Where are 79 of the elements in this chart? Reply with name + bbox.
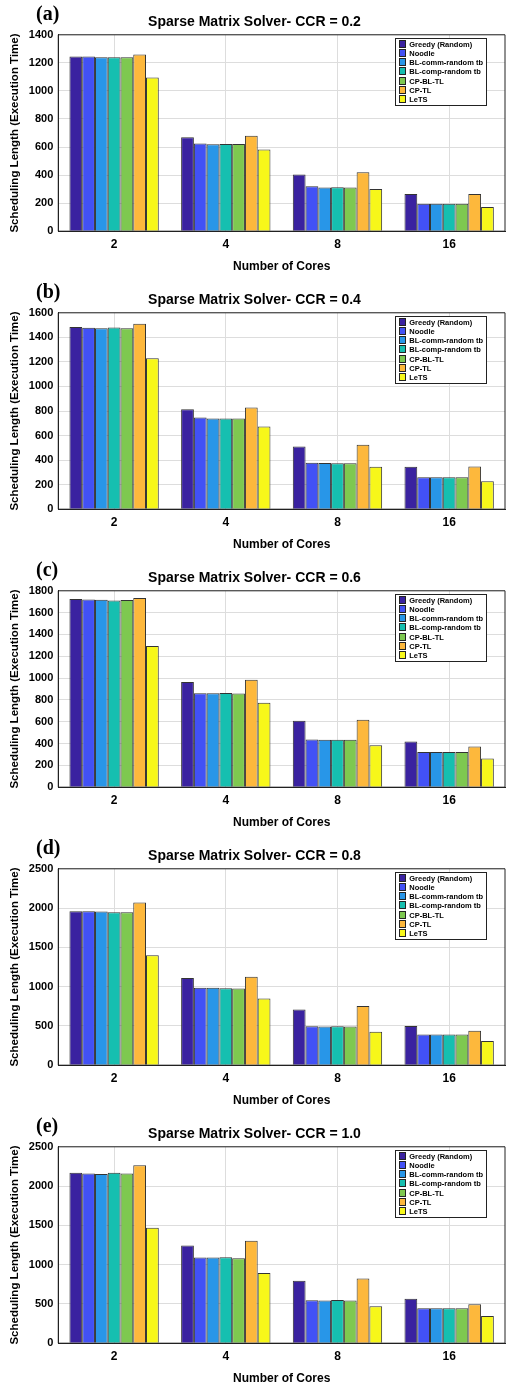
chart-title: Sparse Matrix Solver- CCR = 0.8 [148,847,362,864]
y-tick-label: 1000 [28,83,54,96]
y-tick-label: 1800 [28,583,54,596]
text: (e) [36,1114,59,1137]
x-tick-label: 4 [222,1070,230,1085]
x-tick-label: 4 [222,236,230,251]
y-tick-label: 400 [34,168,54,181]
y-tick-label: 500 [34,1018,54,1031]
y-tick-label: 1000 [28,379,54,392]
x-tick-label: 2 [110,236,118,251]
y-tick-label: 600 [34,140,54,153]
y-tick-label: 1400 [28,627,54,640]
text: (d) [36,836,61,859]
y-tick-label: 1600 [28,605,54,618]
y-tick-label: 1500 [28,940,54,953]
x-tick-label: 2 [110,792,118,807]
y-tick-label: 0 [47,1336,54,1349]
y-axis-title: Scheduling Length (Execution Time) [8,311,21,511]
y-tick-label: 2500 [28,861,54,874]
y-axis-title: Scheduling Length (Execution Time) [8,589,21,789]
y-tick-label: 2500 [28,1139,54,1152]
y-axis-title: Scheduling Length (Execution Time) [8,33,21,233]
y-tick-label: 1400 [28,27,54,40]
y-axis-title: Scheduling Length (Execution Time) [8,867,21,1067]
y-tick-label: 0 [47,1058,54,1071]
y-tick-label: 1200 [28,649,54,662]
y-tick-label: 200 [34,196,54,209]
x-tick-label: 2 [110,514,118,529]
x-tick-label: 16 [442,236,457,251]
text: (a) [36,2,60,25]
x-tick-label: 16 [442,792,457,807]
y-tick-label: 1200 [28,55,54,68]
y-tick-label: 200 [34,758,54,771]
x-tick-label: 8 [334,792,342,807]
x-tick-label: 16 [442,1348,457,1363]
x-axis-title: Number of Cores [232,537,331,552]
y-tick-label: 600 [34,714,54,727]
x-axis-title: Number of Cores [232,815,331,830]
chart-title: Sparse Matrix Solver- CCR = 0.2 [148,13,362,30]
x-tick-label: 8 [334,1348,342,1363]
x-tick-label: 8 [334,514,342,529]
x-axis-title: Number of Cores [232,1371,331,1386]
y-tick-label: 1500 [28,1218,54,1231]
x-tick-label: 8 [334,1070,342,1085]
y-tick-label: 1600 [28,305,54,318]
y-tick-label: 2000 [28,901,54,914]
chart-title: Sparse Matrix Solver- CCR = 1.0 [148,1125,362,1142]
x-axis-title: Number of Cores [232,259,331,274]
y-tick-label: 800 [34,112,54,124]
y-tick-label: 200 [34,477,54,490]
y-tick-label: 0 [47,502,54,515]
x-tick-label: 2 [110,1348,118,1363]
y-tick-label: 2000 [28,1179,54,1192]
y-tick-label: 1400 [28,330,54,343]
text: (c) [36,558,59,581]
x-axis-title: Number of Cores [232,1093,331,1108]
x-tick-label: 2 [110,1070,118,1085]
text: (b) [36,280,61,303]
chart-title: Sparse Matrix Solver- CCR = 0.4 [148,291,362,308]
y-axis-title: Scheduling Length (Execution Time) [8,1145,21,1345]
y-tick-label: 0 [47,224,54,237]
y-tick-label: 1200 [28,354,54,367]
y-tick-label: 400 [34,453,54,466]
x-tick-label: 4 [222,1348,230,1363]
y-tick-label: 600 [34,428,54,441]
x-tick-label: 16 [442,1070,457,1085]
y-tick-label: 800 [34,404,54,417]
x-tick-label: 16 [442,514,457,529]
x-tick-label: 8 [334,236,342,251]
x-tick-label: 4 [222,792,230,807]
y-tick-label: 1000 [28,671,54,684]
y-tick-label: 0 [47,780,54,793]
y-tick-label: 1000 [28,979,54,992]
x-tick-label: 4 [222,514,230,529]
y-tick-label: 800 [34,692,54,705]
y-tick-label: 400 [34,736,54,749]
y-tick-label: 500 [34,1296,54,1309]
chart-title: Sparse Matrix Solver- CCR = 0.6 [148,569,362,586]
y-tick-label: 1000 [28,1257,54,1270]
